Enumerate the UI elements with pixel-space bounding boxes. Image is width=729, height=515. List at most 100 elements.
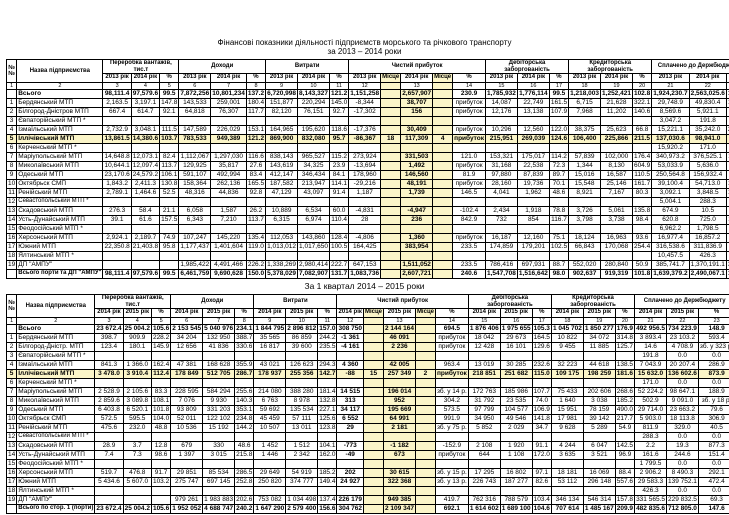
year1-header: 2014 рік: [253, 308, 287, 318]
cell: прибуток: [452, 134, 486, 144]
cell: [400, 143, 434, 153]
row-number: 10: [5, 179, 18, 189]
row-number: 3: [5, 351, 18, 361]
row-number: 12: [5, 197, 18, 207]
cell: [414, 351, 436, 361]
cell: 2 181: [383, 423, 416, 433]
cell: [414, 360, 436, 370]
cell: 3,092.1: [651, 188, 690, 198]
col-group-header: Кредиторська заборгованість: [568, 59, 653, 74]
cell: 41 836: [202, 342, 236, 352]
cell: 165.5: [245, 179, 267, 189]
cell: 919,319: [600, 269, 633, 279]
table-row: 17 Южний МТП 5 434.6 5 607.0 103.2 275 747 697…: [5, 477, 729, 487]
cell: [432, 89, 454, 99]
cell: 135 534: [285, 405, 319, 415]
cell: 50.9: [631, 260, 653, 270]
cell: 10 536: [170, 423, 204, 433]
table-row: 15 Феодосійський МТП * 1 799.5 0.0 0.0: [5, 459, 729, 469]
cell: [432, 152, 454, 162]
cell: 31 792: [467, 396, 501, 406]
cell: [631, 197, 653, 207]
cell: 273,924: [348, 152, 382, 162]
cell: 113.7: [245, 215, 267, 225]
cell: [265, 251, 299, 261]
cell: 2 236: [383, 342, 416, 352]
cell: [122, 495, 152, 505]
col-number: 13: [400, 82, 434, 90]
cell: 48,191: [400, 179, 434, 189]
cell: 143,619: [265, 161, 299, 171]
cell: [531, 378, 552, 388]
year1-header: 2013 рік: [348, 73, 382, 83]
enterprise-name: Іллічівський МТП: [16, 134, 104, 144]
col-number: 13: [383, 317, 416, 325]
cell: 3,726: [568, 206, 602, 216]
cell: 171.0: [634, 378, 667, 388]
cell: [102, 251, 132, 261]
cell: 116.6: [245, 152, 267, 162]
cell: 48.8: [150, 423, 172, 433]
cell: 5 040 976: [202, 324, 236, 334]
table-row: Всього порти та ДП "АМПУ" 98,111.4 97,579.…: [5, 269, 729, 279]
cell: 2 108: [467, 441, 501, 451]
row-number: [5, 269, 18, 279]
cell: зб. у 14 р.: [434, 387, 469, 397]
cell: 69.3: [697, 495, 729, 505]
cell: 1 844 795: [253, 324, 287, 334]
cell: [383, 351, 416, 361]
cell: 42 005: [383, 360, 416, 370]
cell: 492,994: [210, 170, 247, 180]
cell: [516, 116, 550, 126]
cell: 76,151: [297, 107, 330, 117]
cell: 13 019: [467, 360, 501, 370]
cell: 70.1: [548, 179, 570, 189]
pct-header: %: [317, 308, 338, 318]
cell: 43,097: [297, 188, 330, 198]
cell: 2,189.7: [130, 233, 161, 243]
cell: 254.4: [631, 242, 653, 252]
cell: 122.0: [548, 125, 570, 135]
cell: [550, 378, 584, 388]
cell: [234, 351, 255, 361]
year2-header: 2015 рік: [383, 308, 416, 318]
cell: [432, 161, 454, 171]
cell: 6,315: [265, 215, 299, 225]
col-number: 18: [550, 317, 584, 325]
cell: [582, 378, 616, 388]
cell: 188.9: [697, 387, 729, 397]
cell: 697,931: [516, 260, 550, 270]
cell: 103.7: [159, 134, 180, 144]
cell: 229 832.5: [665, 495, 699, 505]
year1-header: 2013 рік: [102, 73, 132, 83]
cell: 276.3: [102, 206, 132, 216]
cell: 6,962.2: [651, 224, 690, 234]
col-group-header: Кредиторська заборгованість: [550, 294, 636, 309]
cell: 17 295: [467, 468, 501, 478]
cell: 225,866: [600, 134, 633, 144]
cell: 694.5: [434, 324, 469, 334]
cell: 114.1: [328, 179, 350, 189]
cell: 106.9: [531, 405, 552, 415]
cell: 110.4: [328, 215, 350, 225]
cell: 11,202: [600, 107, 633, 117]
col-number: 23: [697, 317, 729, 325]
cell: [94, 378, 124, 388]
cell: [348, 197, 382, 207]
cell: [297, 224, 330, 234]
cell: [362, 387, 385, 397]
cell: 584 294: [202, 387, 236, 397]
cell: 185 986: [499, 387, 533, 397]
cell: 97,579.6: [130, 89, 161, 99]
cell: 98.0: [548, 269, 570, 279]
cell: [297, 143, 330, 153]
cell: 2,789.1: [102, 188, 132, 198]
cell: 2 579 400: [285, 504, 319, 514]
cell: -102.4: [452, 206, 486, 216]
row-number: 2: [5, 107, 18, 117]
cell: [380, 242, 402, 252]
cell: 330.6: [234, 342, 255, 352]
cell: 104.6: [531, 504, 552, 514]
cell: [568, 251, 602, 261]
